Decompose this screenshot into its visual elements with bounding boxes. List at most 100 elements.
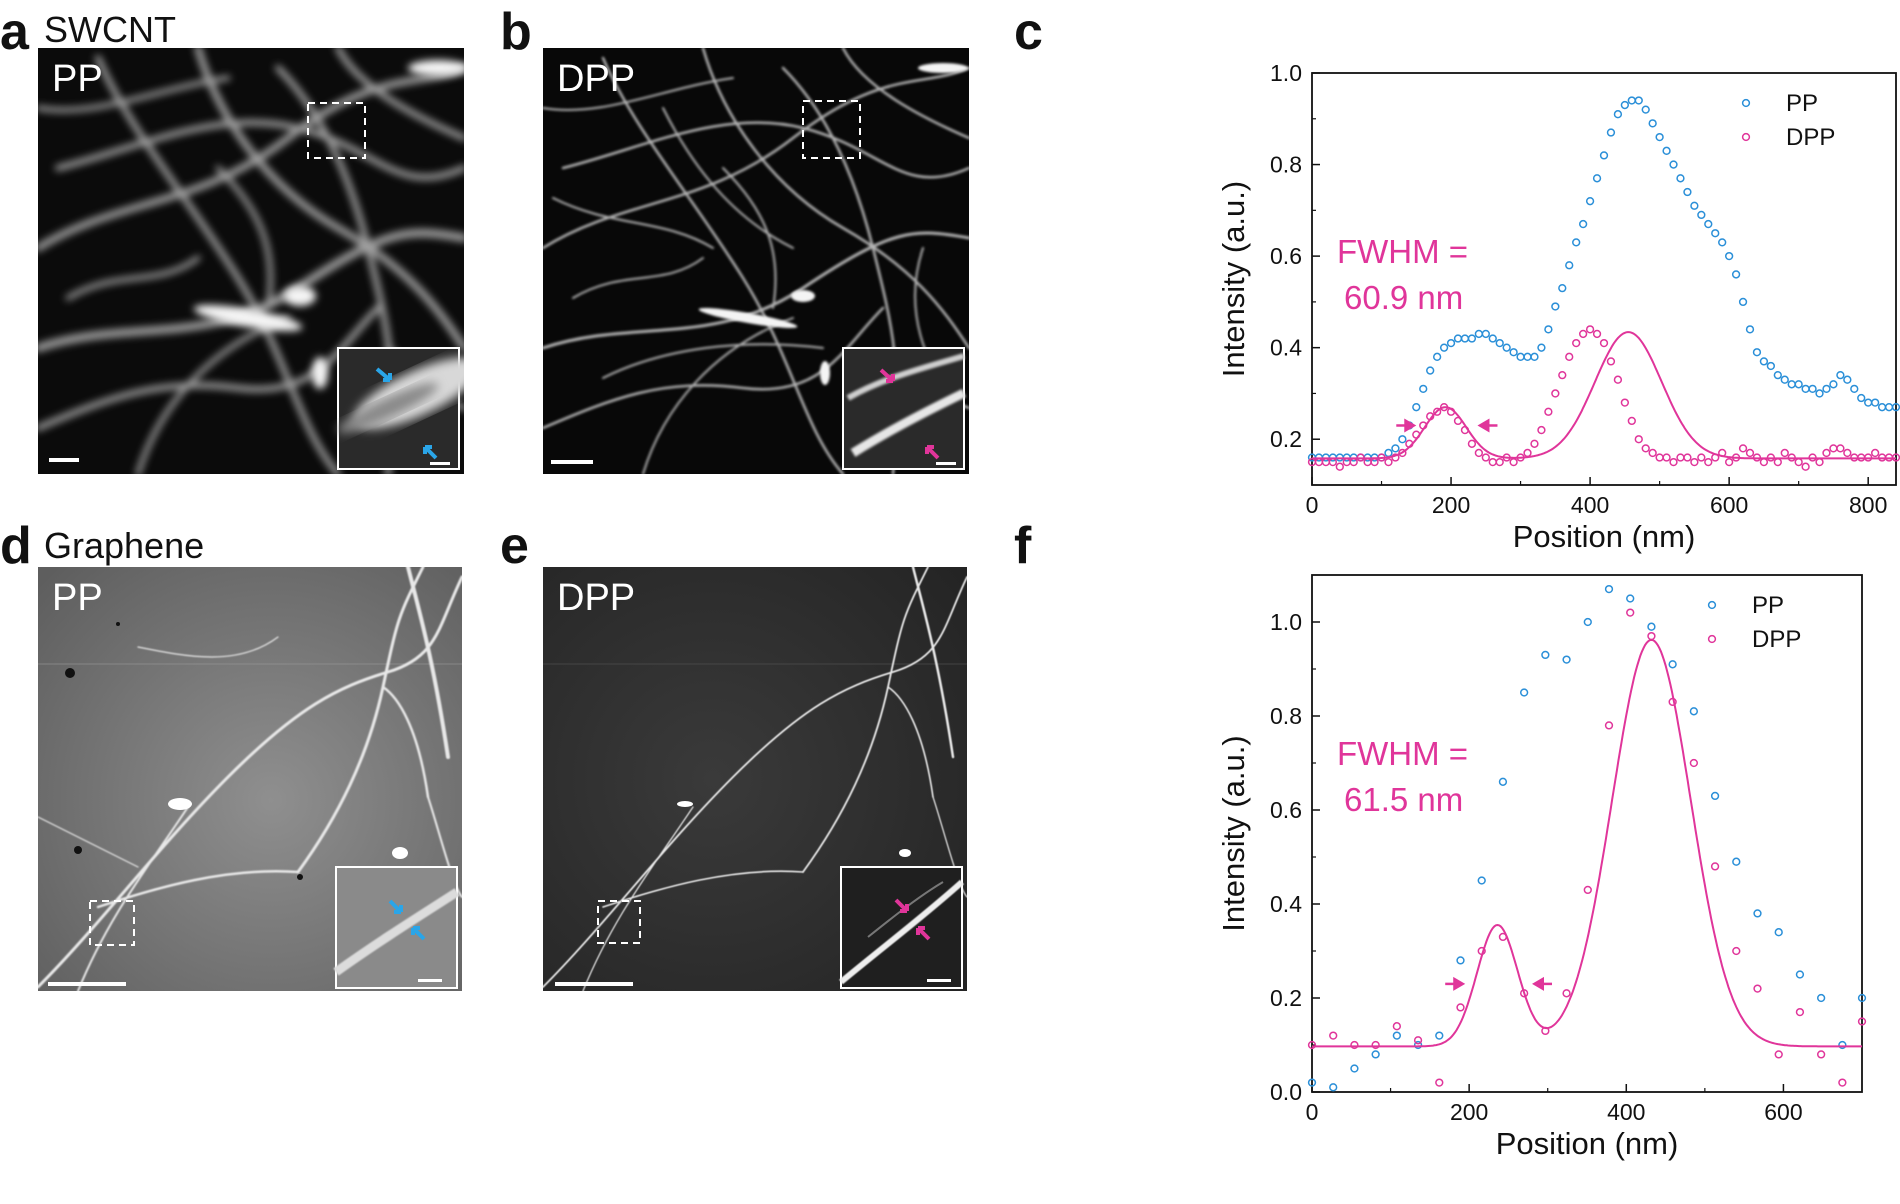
pp-data-point — [1655, 132, 1664, 142]
pp-data-point — [1647, 622, 1656, 631]
swcnt-dpp-image: DPP — [543, 48, 969, 474]
y-tick-label: 0.4 — [1270, 335, 1302, 361]
x-tick-label: 600 — [1710, 492, 1748, 518]
pp-data-point — [1413, 1040, 1423, 1050]
pp-data-point — [1599, 151, 1609, 160]
legend-pp-label: PP — [1752, 592, 1784, 619]
x-tick-label: 0 — [1306, 492, 1319, 518]
graphene-pp-image: PP — [38, 567, 462, 991]
chart-c: 0 200 400 600 800 0.2 0.4 0.6 0.8 1.0 Position (nm… — [0, 0, 1900, 554]
pp-data-point — [1412, 403, 1421, 412]
fwhm-annotation-line1: FWHM = — [1337, 233, 1468, 270]
swcnt-pp-label: PP — [52, 58, 103, 100]
dpp-data-point — [1689, 758, 1699, 768]
pp-data-point — [1690, 201, 1699, 210]
pp-data-point — [1816, 993, 1826, 1003]
pp-data-point — [1759, 357, 1769, 366]
pp-data-point — [1502, 343, 1511, 352]
dpp-data-point — [1647, 631, 1656, 641]
dpp-data-point — [1592, 329, 1602, 339]
dpp-data-point — [1732, 946, 1741, 956]
legend-pp-marker — [1741, 98, 1751, 108]
legend-dpp-marker — [1707, 634, 1717, 644]
x-tick-label: 200 — [1432, 492, 1470, 518]
dpp-data-point — [1690, 457, 1699, 467]
dpp-data-point — [1704, 457, 1713, 467]
dpp-data-point — [1683, 453, 1692, 462]
dpp-data-point — [1634, 435, 1643, 444]
dpp-data-point — [1662, 453, 1671, 462]
pp-data-point — [1634, 96, 1643, 105]
pp-data-point — [1583, 617, 1592, 627]
pp-data-point — [1704, 219, 1713, 229]
dpp-data-point — [1745, 448, 1755, 458]
pp-data-point — [1718, 238, 1727, 247]
dpp-data-point — [1467, 439, 1477, 448]
x-tick-label: 200 — [1450, 1099, 1488, 1125]
panel-letter-b: b — [500, 3, 532, 61]
dpp-data-point — [1648, 448, 1657, 458]
dpp-fit-curve — [1312, 638, 1862, 1048]
pp-data-point — [1495, 338, 1504, 348]
pp-data-point — [1419, 384, 1428, 394]
pp-data-point — [1498, 777, 1508, 786]
pp-data-point — [1732, 857, 1741, 866]
fwhm-annotation-line2: 61.5 nm — [1344, 781, 1463, 818]
pp-data-point — [1774, 928, 1783, 937]
pp-data-point — [1537, 343, 1546, 352]
dpp-data-point — [1836, 444, 1845, 453]
dpp-data-point — [1710, 862, 1720, 871]
pp-data-point — [1738, 297, 1748, 307]
pp-data-point — [1435, 1031, 1444, 1040]
pp-data-point — [1857, 993, 1867, 1003]
dpp-data-point — [1456, 1003, 1465, 1012]
pp-data-point — [1731, 270, 1741, 279]
y-tick-label: 0.8 — [1270, 703, 1302, 729]
pp-data-point — [1585, 197, 1595, 206]
pp-data-point — [1829, 380, 1838, 389]
legend-dpp-marker — [1741, 132, 1751, 142]
dpp-data-point — [1641, 444, 1650, 453]
y-axis-label: Intensity (a.u.) — [1216, 181, 1251, 377]
pp-data-point — [1838, 1040, 1847, 1050]
x-tick-label: 600 — [1764, 1099, 1802, 1125]
swcnt-dpp-label: DPP — [557, 58, 636, 100]
pp-data-point — [1836, 370, 1845, 380]
dpp-data-point — [1780, 448, 1789, 458]
pp-data-point — [1815, 389, 1824, 398]
graphene-dpp-label: DPP — [557, 577, 636, 619]
plot-frame — [1311, 574, 1863, 1093]
y-tick-label: 0.0 — [1270, 1079, 1302, 1105]
x-tick-label: 400 — [1571, 492, 1609, 518]
dpp-data-point — [1843, 448, 1852, 458]
dpp-fit-curve — [1312, 331, 1896, 460]
swcnt-dpp-inset — [842, 347, 966, 470]
pp-data-point — [1350, 1064, 1359, 1073]
pp-data-point — [1753, 909, 1762, 918]
pp-data-point — [1307, 1078, 1317, 1087]
pp-data-point — [1572, 238, 1581, 247]
y-tick-label: 0.2 — [1270, 426, 1302, 452]
dpp-data-point — [1335, 462, 1344, 471]
dpp-data-point — [1562, 989, 1571, 998]
pp-data-point — [1669, 160, 1678, 169]
pp-data-point — [1467, 334, 1477, 343]
dpp-data-point — [1738, 444, 1748, 453]
swcnt-pp-inset — [337, 347, 464, 470]
pp-data-point — [1606, 128, 1616, 137]
dpp-data-point — [1583, 885, 1592, 895]
dpp-data-point — [1613, 375, 1623, 384]
dpp-data-point — [1599, 338, 1609, 348]
pp-data-point — [1843, 375, 1852, 384]
pp-data-point — [1371, 1050, 1380, 1059]
pp-data-point — [1710, 791, 1720, 801]
fwhm-annotation-line2: 60.9 nm — [1344, 279, 1463, 316]
dpp-data-point — [1572, 338, 1581, 348]
y-tick-label: 0.2 — [1270, 985, 1302, 1011]
dpp-data-point — [1801, 462, 1810, 471]
pp-data-point — [1578, 219, 1588, 229]
dpp-data-point — [1627, 416, 1636, 426]
pp-data-point — [1662, 146, 1671, 155]
dpp-data-point — [1870, 448, 1880, 458]
pp-data-point — [1752, 348, 1762, 357]
